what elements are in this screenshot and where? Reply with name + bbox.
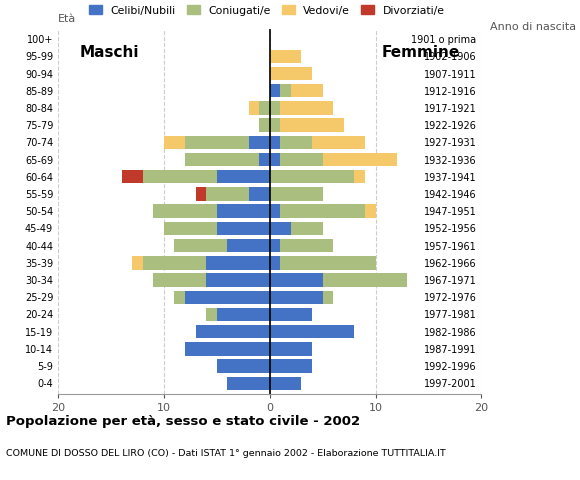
Text: Femmine: Femmine — [382, 46, 461, 60]
Bar — [206, 187, 248, 201]
Bar — [217, 204, 270, 218]
Bar — [270, 273, 322, 287]
Bar — [280, 119, 344, 132]
Bar — [121, 170, 143, 183]
Bar — [185, 290, 270, 304]
Bar — [259, 101, 270, 115]
Bar — [322, 290, 333, 304]
Bar — [280, 84, 291, 97]
Bar — [322, 153, 397, 166]
Bar — [259, 119, 270, 132]
Bar — [270, 239, 280, 252]
Bar — [322, 273, 407, 287]
Bar — [248, 101, 259, 115]
Bar — [280, 256, 376, 270]
Bar — [280, 204, 365, 218]
Bar — [164, 222, 217, 235]
Bar — [153, 273, 206, 287]
Text: COMUNE DI DOSSO DEL LIRO (CO) - Dati ISTAT 1° gennaio 2002 - Elaborazione TUTTIT: COMUNE DI DOSSO DEL LIRO (CO) - Dati IST… — [6, 449, 445, 458]
Bar — [217, 170, 270, 183]
Bar — [248, 136, 270, 149]
Bar — [280, 136, 312, 149]
Bar — [217, 360, 270, 373]
Bar — [270, 84, 280, 97]
Bar — [270, 153, 280, 166]
Bar — [270, 342, 312, 356]
Bar — [206, 308, 217, 321]
Bar — [195, 325, 270, 338]
Bar — [270, 204, 280, 218]
Bar — [270, 170, 354, 183]
Bar — [270, 101, 280, 115]
Bar — [143, 170, 217, 183]
Bar — [227, 239, 270, 252]
Text: Popolazione per età, sesso e stato civile - 2002: Popolazione per età, sesso e stato civil… — [6, 415, 360, 428]
Bar — [175, 239, 227, 252]
Bar — [259, 153, 270, 166]
Bar — [270, 290, 322, 304]
Bar — [270, 222, 291, 235]
Bar — [280, 101, 333, 115]
Bar — [280, 153, 322, 166]
Bar — [217, 222, 270, 235]
Bar — [291, 222, 322, 235]
Bar — [354, 170, 365, 183]
Bar — [185, 153, 259, 166]
Bar — [185, 342, 270, 356]
Bar — [270, 187, 322, 201]
Bar — [227, 377, 270, 390]
Bar — [164, 136, 185, 149]
Bar — [270, 119, 280, 132]
Bar — [270, 136, 280, 149]
Bar — [185, 136, 248, 149]
Bar — [175, 290, 185, 304]
Bar — [312, 136, 365, 149]
Bar — [291, 84, 322, 97]
Legend: Celibi/Nubili, Coniugati/e, Vedovi/e, Divorziati/e: Celibi/Nubili, Coniugati/e, Vedovi/e, Di… — [89, 5, 445, 16]
Bar — [270, 49, 302, 63]
Bar — [280, 239, 333, 252]
Text: Età: Età — [58, 13, 76, 24]
Bar — [270, 360, 312, 373]
Bar — [248, 187, 270, 201]
Bar — [206, 273, 270, 287]
Bar — [270, 67, 312, 80]
Bar — [217, 308, 270, 321]
Bar — [206, 256, 270, 270]
Bar — [270, 377, 302, 390]
Text: Anno di nascita: Anno di nascita — [490, 22, 576, 32]
Bar — [365, 204, 376, 218]
Text: Maschi: Maschi — [79, 46, 139, 60]
Bar — [132, 256, 143, 270]
Bar — [143, 256, 206, 270]
Bar — [153, 204, 217, 218]
Bar — [270, 308, 312, 321]
Bar — [270, 256, 280, 270]
Bar — [195, 187, 206, 201]
Bar — [270, 325, 354, 338]
